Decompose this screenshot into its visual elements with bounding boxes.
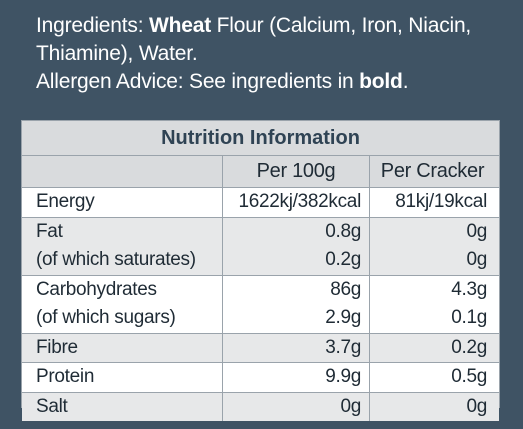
row-per100: 0g bbox=[222, 392, 370, 421]
table-row: Fat 0.8g 0g bbox=[22, 217, 499, 246]
row-label: (of which sugars) bbox=[22, 304, 223, 334]
table-header-row: Per 100g Per Cracker bbox=[22, 156, 499, 188]
row-label: Energy bbox=[22, 187, 223, 218]
allergen-prefix: Allergen Advice: See ingredients in bbox=[36, 70, 360, 93]
row-percracker: 0.1g bbox=[369, 304, 499, 334]
row-percracker: 0g bbox=[369, 217, 499, 246]
row-per100: 86g bbox=[222, 275, 370, 304]
row-label: Fibre bbox=[22, 333, 223, 363]
row-percracker: 81kj/19kcal bbox=[369, 187, 499, 218]
row-percracker: 0g bbox=[369, 392, 499, 421]
table-row: (of which saturates) 0.2g 0g bbox=[22, 246, 499, 276]
row-per100: 3.7g bbox=[222, 333, 370, 363]
row-per100: 0.2g bbox=[222, 246, 370, 276]
row-per100: 9.9g bbox=[222, 362, 370, 393]
nutrition-panel: Nutrition Information Per 100g Per Crack… bbox=[21, 120, 500, 421]
header-percracker: Per Cracker bbox=[369, 156, 499, 188]
ingredients-bold-word: Wheat bbox=[148, 14, 211, 37]
row-per100: 1622kj/382kcal bbox=[222, 187, 370, 218]
row-percracker: 0g bbox=[369, 246, 499, 276]
ingredients-prefix: Ingredients: bbox=[36, 14, 149, 37]
row-percracker: 0.5g bbox=[369, 362, 499, 393]
nutrition-title: Nutrition Information bbox=[22, 121, 499, 156]
row-percracker: 0.2g bbox=[369, 333, 499, 363]
table-row: Energy 1622kj/382kcal 81kj/19kcal bbox=[22, 187, 499, 218]
row-label: Fat bbox=[22, 217, 223, 246]
ingredients-rest: Flour (Calcium, Iron, Niacin, Thiamine),… bbox=[36, 14, 472, 65]
row-label: Protein bbox=[22, 362, 223, 393]
nutrition-table: Per 100g Per Cracker Energy 1622kj/382kc… bbox=[22, 156, 499, 421]
row-label: (of which saturates) bbox=[22, 246, 223, 276]
header-blank bbox=[22, 156, 223, 188]
row-percracker: 4.3g bbox=[369, 275, 499, 304]
ingredients-text: Ingredients: Wheat Flour (Calcium, Iron,… bbox=[36, 12, 506, 96]
row-per100: 2.9g bbox=[222, 304, 370, 334]
row-per100: 0.8g bbox=[222, 217, 370, 246]
row-label: Carbohydrates bbox=[36, 278, 157, 300]
table-row: Salt 0g 0g bbox=[22, 392, 499, 421]
table-row: Carbohydrates 86g 4.3g bbox=[22, 275, 499, 304]
table-row: Fibre 3.7g 0.2g bbox=[22, 333, 499, 363]
table-row: Protein 9.9g 0.5g bbox=[22, 362, 499, 393]
allergen-suffix: . bbox=[402, 70, 409, 93]
table-row: (of which sugars) 2.9g 0.1g bbox=[22, 304, 499, 334]
allergen-bold: bold bbox=[359, 70, 403, 93]
header-per100: Per 100g bbox=[222, 156, 370, 188]
row-label: Salt bbox=[22, 392, 223, 421]
